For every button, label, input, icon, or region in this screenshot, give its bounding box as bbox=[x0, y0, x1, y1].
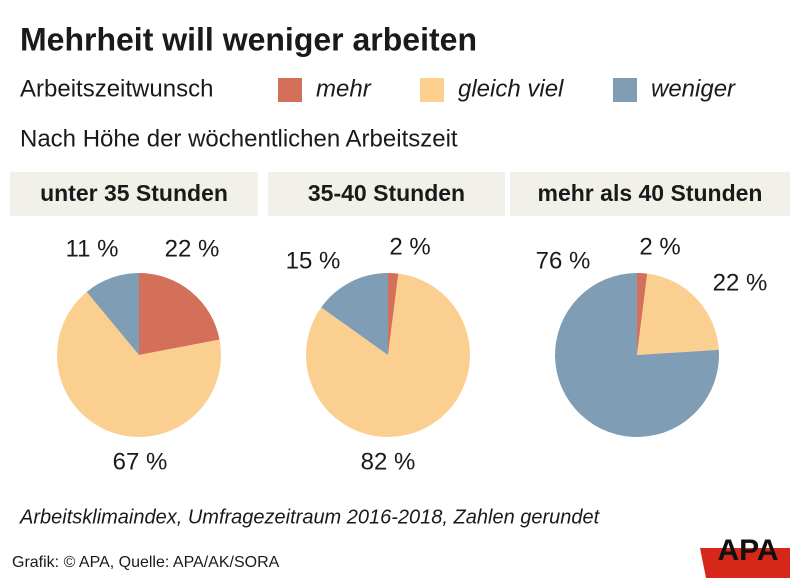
legend-label: weniger bbox=[651, 75, 736, 102]
chart-title: Mehrheit will weniger arbeiten bbox=[20, 21, 477, 57]
value-label: 82 % bbox=[361, 448, 416, 475]
pie-slice bbox=[57, 291, 221, 437]
value-label: 76 % bbox=[536, 247, 591, 274]
logo-shape bbox=[700, 548, 790, 578]
legend-label: mehr bbox=[316, 75, 372, 102]
logo-text: APA bbox=[717, 534, 778, 567]
legend-title: Arbeitszeitwunsch bbox=[20, 75, 213, 102]
pie-slice bbox=[637, 273, 648, 355]
subtitle: Nach Höhe der wöchentlichen Arbeitszeit bbox=[20, 125, 458, 152]
pie-slice bbox=[139, 273, 220, 355]
source: Grafik: © APA, Quelle: APA/AK/SORA bbox=[12, 554, 280, 571]
value-label: 22 % bbox=[165, 235, 220, 262]
pie-slice bbox=[555, 273, 720, 437]
logo: APA bbox=[700, 534, 790, 578]
panel-header bbox=[268, 172, 505, 216]
panel-header bbox=[10, 172, 258, 216]
note: Arbeitsklimaindex, Umfragezeitraum 2016-… bbox=[19, 506, 601, 528]
panel-title: 35-40 Stunden bbox=[308, 180, 465, 206]
value-label: 22 % bbox=[713, 269, 768, 296]
legend-swatch bbox=[420, 78, 444, 102]
value-label: 67 % bbox=[113, 448, 168, 475]
pie-slice bbox=[321, 273, 388, 355]
value-label: 11 % bbox=[66, 235, 119, 262]
panel-title: unter 35 Stunden bbox=[40, 180, 228, 206]
panel-header bbox=[510, 172, 790, 216]
pie-slice bbox=[86, 273, 139, 355]
value-label: 15 % bbox=[286, 247, 341, 274]
value-label: 2 % bbox=[389, 233, 430, 260]
panel-title: mehr als 40 Stunden bbox=[538, 180, 763, 206]
legend-swatch bbox=[278, 78, 302, 102]
pie-slice bbox=[388, 273, 399, 355]
legend-swatch bbox=[613, 78, 637, 102]
pie-slice bbox=[305, 273, 471, 437]
legend-label: gleich viel bbox=[458, 75, 564, 102]
value-label: 2 % bbox=[639, 233, 680, 260]
pie-slice bbox=[637, 273, 719, 355]
